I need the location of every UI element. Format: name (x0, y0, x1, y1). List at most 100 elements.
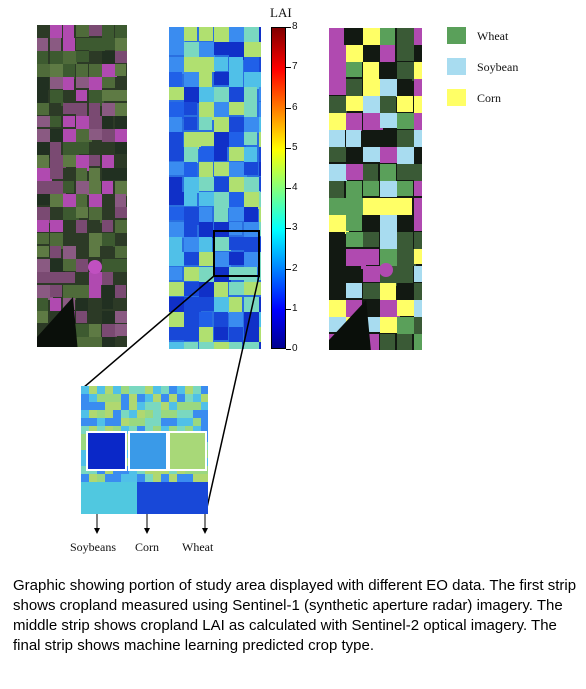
lai-field (184, 87, 201, 103)
colorbar-tick (286, 27, 291, 28)
lai-field (169, 342, 187, 349)
crop-field (414, 113, 422, 132)
lai-field (244, 27, 259, 42)
radar-field (89, 116, 105, 130)
lai-field (184, 117, 197, 130)
radar-field (63, 116, 75, 127)
radar-field (89, 129, 102, 140)
crop-field (329, 45, 346, 64)
radar-field (89, 155, 100, 166)
inset-pixel (161, 410, 170, 419)
crop-field (397, 266, 413, 285)
inset-pixel (113, 482, 122, 491)
crop-field (329, 198, 347, 217)
lai-field (199, 192, 214, 206)
crop-field (363, 147, 382, 162)
inset-pixel (193, 490, 202, 499)
crop-field (346, 130, 361, 150)
radar-field (37, 207, 52, 223)
inset-pixel (161, 506, 170, 514)
inset-pixel (145, 474, 154, 483)
lai-field (169, 252, 184, 266)
radar-field (63, 285, 79, 300)
inset-pixel (121, 426, 130, 435)
crop-field (346, 96, 363, 111)
inset-pixel (161, 394, 170, 403)
lai-field (214, 72, 230, 85)
crop-field (414, 45, 422, 60)
radar-field (37, 90, 48, 105)
radar-field (115, 285, 126, 298)
radar-field (37, 311, 48, 323)
lai-field (199, 27, 213, 41)
legend-swatch-corn (447, 89, 466, 106)
crop-field (329, 266, 347, 282)
inset-pixel (169, 498, 178, 507)
lai-field (169, 87, 187, 100)
zoom-line-left (82, 275, 215, 389)
lai-field (259, 222, 261, 236)
inset-pixel (105, 498, 114, 507)
radar-field (50, 64, 63, 77)
crop-field (397, 147, 415, 164)
inset-pixel (169, 410, 178, 419)
lai-field (199, 117, 212, 130)
radar-field (63, 129, 78, 145)
inset-pixel (161, 474, 170, 483)
inset-pixel (145, 394, 154, 403)
radar-field (102, 207, 116, 221)
crop-field (397, 28, 417, 48)
inset-pixel (201, 418, 208, 427)
crop-field (346, 45, 366, 62)
inset-pixel (161, 386, 170, 395)
lai-field (169, 42, 186, 55)
radar-field (89, 103, 100, 118)
crop-field (380, 283, 396, 302)
inset-pixel (113, 386, 122, 395)
lai-field (199, 72, 212, 87)
inset-pixel (145, 498, 154, 507)
colorbar-tick (286, 67, 291, 69)
inset-pixel (97, 394, 106, 403)
lai-field (259, 132, 261, 148)
colorbar-title: LAI (270, 5, 292, 20)
radar-field (50, 246, 61, 258)
lai-field (229, 102, 247, 115)
inset-pixel (97, 474, 106, 483)
inset-pixel (153, 394, 162, 403)
inset-pixel (81, 386, 90, 395)
inset-pixel (89, 386, 98, 395)
radar-field (102, 337, 117, 347)
inset-pixel (97, 426, 106, 435)
crop-field (329, 62, 346, 80)
inset-pixel (129, 418, 138, 427)
crop-field (380, 232, 399, 252)
inset-pixel (81, 402, 90, 411)
crop-field (414, 79, 422, 97)
inset-pixel (113, 402, 122, 411)
crop-field (414, 147, 422, 165)
inset-pixel (121, 394, 130, 403)
radar-field (76, 90, 87, 101)
inset-pixel (113, 474, 122, 483)
crop-field (329, 28, 344, 48)
inset-pixel (201, 490, 208, 499)
inset-pixel (153, 426, 162, 435)
lai-strip (169, 27, 261, 349)
radar-field (76, 311, 87, 323)
radar-field (76, 220, 87, 233)
radar-field (50, 285, 62, 297)
lai-field (259, 312, 261, 329)
radar-field (102, 181, 113, 197)
radar-field (102, 64, 117, 78)
arrowhead-corn (144, 528, 150, 534)
crop-field (363, 28, 381, 47)
radar-field (89, 298, 102, 314)
radar-field (89, 90, 104, 106)
radar-field (115, 129, 127, 144)
crop-field (397, 130, 415, 147)
lai-field (229, 132, 246, 147)
crop-field (414, 334, 422, 350)
radar-field (76, 337, 91, 347)
crop-field (414, 317, 422, 335)
